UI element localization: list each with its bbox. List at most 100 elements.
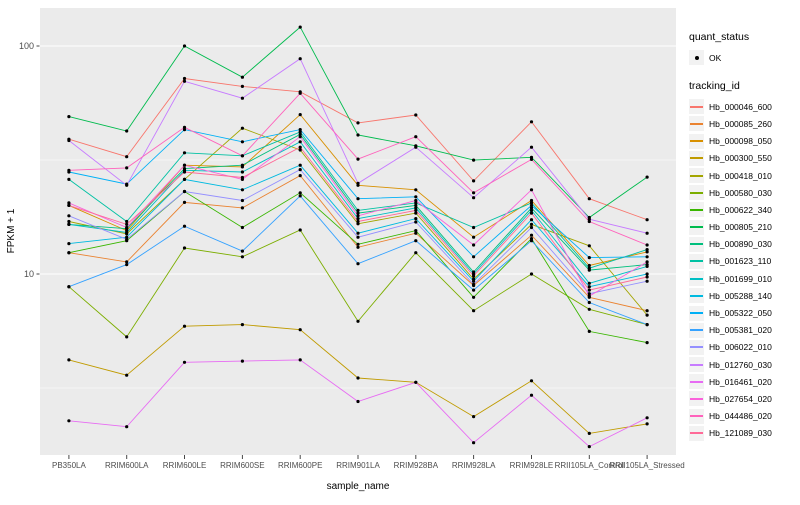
data-point <box>645 264 649 268</box>
data-point <box>182 360 187 364</box>
data-point <box>298 174 302 178</box>
legend-line-icon <box>690 346 703 349</box>
data-point <box>240 225 244 230</box>
legend-entry-ok: OK <box>689 49 797 66</box>
data-point <box>529 201 534 205</box>
data-point <box>587 445 591 449</box>
x-axis-ticks <box>68 455 648 459</box>
legend-key-swatch <box>689 425 704 441</box>
x-axis-tick-labels: PB350LA RRIM600LA RRIM600LE RRIM600SE RRIM60… <box>52 461 685 470</box>
data-point <box>414 251 418 255</box>
data-point <box>182 324 187 328</box>
data-point <box>298 148 302 152</box>
legend-line-icon <box>690 260 703 263</box>
x-tick-label: RRII105LA_Control <box>555 461 625 470</box>
legend-entry-Hb_001699_010: Hb_001699_010 <box>689 270 797 287</box>
legend-entry-Hb_005381_020: Hb_005381_020 <box>689 322 797 339</box>
data-point <box>472 415 476 419</box>
data-point <box>67 177 71 181</box>
legend-key-swatch <box>689 391 704 407</box>
data-point <box>414 239 418 243</box>
data-point <box>182 246 187 250</box>
data-point <box>587 329 591 333</box>
data-point <box>529 379 534 383</box>
legend-line-icon <box>690 415 703 418</box>
x-tick-label: RRIM600LA <box>105 461 149 470</box>
data-point <box>587 256 591 260</box>
legend-line-icon <box>690 191 703 194</box>
data-point <box>529 233 534 237</box>
data-point <box>587 281 591 285</box>
data-point <box>240 163 244 167</box>
data-point <box>356 214 360 218</box>
data-point <box>645 309 649 313</box>
legend-key-ok <box>689 50 704 66</box>
data-point <box>529 198 534 203</box>
legend-label: Hb_000098_050 <box>709 136 772 147</box>
data-point <box>414 211 418 215</box>
data-point <box>67 115 71 119</box>
legend-label: Hb_000085_260 <box>709 118 772 129</box>
legend-label: Hb_000622_340 <box>709 204 772 215</box>
legend-entry-Hb_027654_020: Hb_027654_020 <box>689 390 797 407</box>
legend-label: Hb_000805_210 <box>709 222 772 233</box>
legend-entry-Hb_000098_050: Hb_000098_050 <box>689 133 797 150</box>
data-point <box>356 157 360 161</box>
legend-line-icon <box>690 140 703 143</box>
legend-label: Hb_005288_140 <box>709 290 772 301</box>
data-point <box>240 84 244 88</box>
legend-title-tracking-id: tracking_id <box>689 80 740 93</box>
data-point <box>240 206 244 210</box>
data-point <box>356 242 360 246</box>
data-point <box>414 206 418 210</box>
data-point <box>182 163 187 167</box>
legend-key-swatch <box>689 357 704 373</box>
data-point <box>240 154 244 158</box>
legend-key-swatch <box>689 116 704 132</box>
data-point <box>472 441 476 445</box>
data-point <box>182 151 187 155</box>
data-point <box>645 422 649 426</box>
data-point <box>529 393 534 397</box>
data-point <box>645 279 649 283</box>
data-point <box>587 292 591 296</box>
data-point <box>645 341 649 345</box>
y-tick-label: 10 <box>24 269 34 279</box>
data-point <box>472 255 476 259</box>
legend-entry-Hb_012760_030: Hb_012760_030 <box>689 356 797 373</box>
legend-entry-Hb_000046_600: Hb_000046_600 <box>689 98 797 115</box>
data-point <box>67 138 71 143</box>
data-point <box>125 237 129 241</box>
x-axis-title: sample_name <box>327 481 390 492</box>
legend-entry-Hb_005288_140: Hb_005288_140 <box>689 287 797 304</box>
data-point <box>125 166 129 170</box>
legend-label: Hb_027654_020 <box>709 393 772 404</box>
data-point <box>356 245 360 249</box>
data-point <box>125 260 129 264</box>
legend-key-swatch <box>689 185 704 201</box>
legend-tracking-id-entries: Hb_000046_600 Hb_000085_260 Hb_000098_050 H… <box>689 98 797 442</box>
data-point <box>645 255 649 259</box>
legend-key-swatch <box>689 322 704 338</box>
data-point <box>587 263 591 268</box>
data-point <box>240 255 244 259</box>
data-point <box>414 380 418 384</box>
legend-line-icon <box>690 226 703 229</box>
legend-line-icon <box>690 208 703 211</box>
data-point <box>125 425 129 429</box>
data-point <box>529 222 534 226</box>
legend-line-icon <box>690 363 703 366</box>
data-point <box>587 217 591 221</box>
x-tick-label: RRII105LA_Stressed <box>610 461 685 470</box>
data-point <box>645 248 649 252</box>
data-point <box>298 130 302 134</box>
data-point <box>125 222 129 226</box>
data-point <box>529 239 534 243</box>
legend-line-icon <box>690 397 703 400</box>
x-tick-label: RRIM600PE <box>278 461 322 470</box>
data-point <box>67 219 71 224</box>
legend-line-icon <box>690 312 703 315</box>
data-point <box>587 197 591 201</box>
